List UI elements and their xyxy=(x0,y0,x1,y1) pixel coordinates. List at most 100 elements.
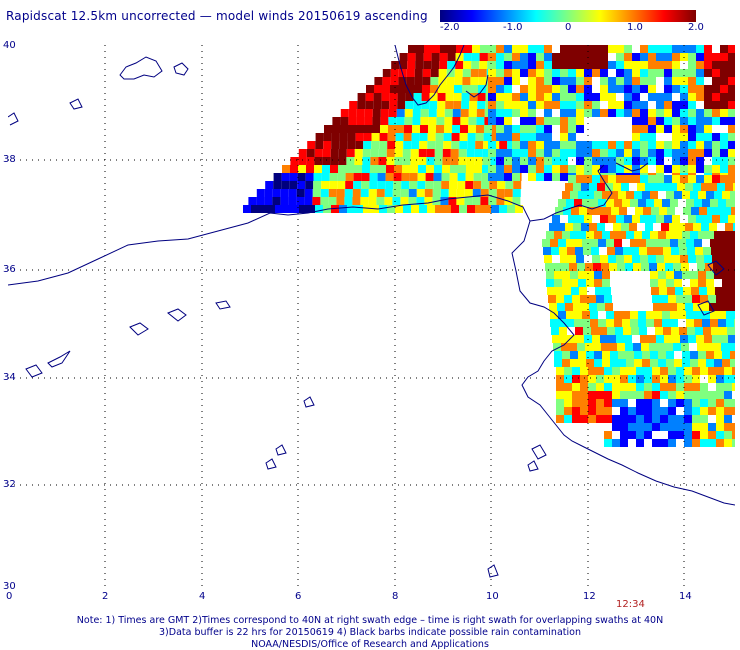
data-cell xyxy=(632,157,640,165)
data-cell xyxy=(628,375,636,383)
data-cell xyxy=(564,295,572,303)
data-cell xyxy=(433,173,442,181)
data-cell xyxy=(638,311,646,319)
data-cell xyxy=(552,93,560,101)
data-cell xyxy=(590,319,598,327)
data-cell xyxy=(680,69,688,77)
data-cell xyxy=(728,69,735,77)
data-cell xyxy=(583,327,591,335)
data-cell xyxy=(265,181,274,189)
data-cell xyxy=(654,199,662,207)
data-cell xyxy=(616,69,624,77)
data-cell xyxy=(348,125,356,133)
data-cell xyxy=(656,335,664,343)
data-cell xyxy=(377,173,386,181)
data-cell xyxy=(625,263,633,271)
data-cell xyxy=(696,149,704,157)
data-cell xyxy=(520,69,528,77)
data-cell xyxy=(455,61,464,69)
data-cell xyxy=(586,231,594,239)
data-cell xyxy=(644,383,652,391)
data-cell xyxy=(520,157,528,165)
data-cell xyxy=(592,149,600,157)
data-cell xyxy=(544,173,552,181)
data-cell xyxy=(685,303,693,311)
data-cell xyxy=(692,431,700,439)
data-cell xyxy=(708,431,716,439)
data-cell xyxy=(640,141,648,149)
data-cell xyxy=(405,101,414,109)
data-cell xyxy=(572,295,580,303)
data-cell xyxy=(648,335,656,343)
data-cell xyxy=(556,415,564,423)
data-cell xyxy=(704,149,712,157)
data-cell xyxy=(592,157,600,165)
data-cell xyxy=(620,439,628,447)
data-cell xyxy=(680,109,688,117)
data-cell xyxy=(536,77,544,85)
data-cell xyxy=(544,165,552,173)
data-cell xyxy=(608,61,616,69)
data-cell xyxy=(728,157,735,165)
data-cell xyxy=(544,255,552,263)
data-cell xyxy=(453,101,462,109)
data-cell xyxy=(443,141,452,149)
data-cell xyxy=(682,351,690,359)
data-cell xyxy=(608,101,616,109)
data-cell xyxy=(474,157,483,165)
data-cell xyxy=(445,93,454,101)
data-cell xyxy=(496,109,504,117)
data-cell xyxy=(608,93,616,101)
data-cell xyxy=(636,407,644,415)
data-cell xyxy=(552,173,560,181)
data-cell xyxy=(576,93,584,101)
data-cell xyxy=(657,263,665,271)
data-cell xyxy=(339,133,348,141)
data-cell xyxy=(608,165,616,173)
data-cell xyxy=(684,367,692,375)
data-cell xyxy=(328,197,337,205)
data-cell xyxy=(640,45,648,53)
data-cell xyxy=(660,367,668,375)
data-cell xyxy=(576,77,584,85)
data-cell xyxy=(665,263,673,271)
data-cell xyxy=(608,175,616,183)
data-cell xyxy=(641,343,649,351)
data-cell xyxy=(421,101,430,109)
data-cell xyxy=(426,149,435,157)
data-cell xyxy=(451,133,460,141)
data-cell xyxy=(552,77,560,85)
data-cell xyxy=(373,93,382,101)
data-cell xyxy=(362,165,370,173)
data-cell xyxy=(584,175,592,183)
data-cell xyxy=(552,61,560,69)
data-cell xyxy=(677,223,685,231)
data-cell xyxy=(652,415,660,423)
data-cell xyxy=(691,207,699,215)
data-cell xyxy=(424,189,433,197)
data-cell xyxy=(446,85,454,93)
data-cell xyxy=(482,165,490,173)
data-cell xyxy=(725,223,733,231)
data-cell xyxy=(488,45,496,53)
data-cell xyxy=(728,93,735,101)
colorbar xyxy=(440,10,696,22)
data-cell xyxy=(356,117,365,125)
data-cell xyxy=(592,61,600,69)
data-cell xyxy=(560,53,568,61)
data-cell xyxy=(718,311,726,319)
data-cell xyxy=(600,175,608,183)
data-cell xyxy=(362,157,371,165)
y-tick-label: 34 xyxy=(3,372,16,383)
data-cell xyxy=(724,383,732,391)
data-cell xyxy=(640,175,648,183)
data-cell xyxy=(718,239,726,247)
data-cell xyxy=(720,157,728,165)
data-cell xyxy=(604,367,612,375)
data-cell xyxy=(688,157,696,165)
data-cell xyxy=(331,205,339,213)
data-cell xyxy=(353,173,362,181)
data-cell xyxy=(720,45,728,53)
data-cell xyxy=(677,183,685,191)
data-cell xyxy=(612,423,620,431)
